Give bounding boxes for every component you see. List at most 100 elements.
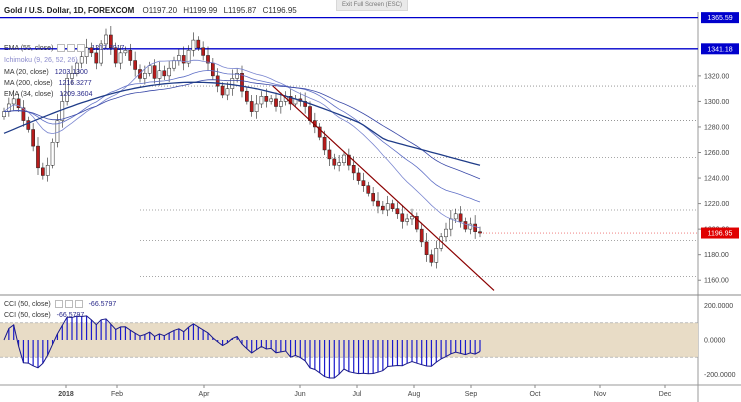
legend-ma20[interactable]: MA (20, close) 1203.1300 <box>4 68 88 77</box>
time-tick-label: Feb <box>111 391 123 398</box>
settings-icon[interactable] <box>64 300 73 309</box>
candle-body <box>211 62 215 77</box>
candle-body <box>376 200 380 207</box>
candle-body <box>123 50 128 54</box>
close-icon[interactable] <box>77 44 86 53</box>
price-tick-label: 1220.00 <box>704 201 729 208</box>
candle-body <box>453 213 458 220</box>
candle-body <box>21 107 26 121</box>
candle-body <box>424 241 429 255</box>
legend-value: 1209.3604 <box>59 91 93 98</box>
candle-body <box>356 172 361 181</box>
candle-body <box>269 98 273 102</box>
candle-body <box>351 165 356 174</box>
candle-body <box>196 39 201 49</box>
candle-body <box>79 56 84 64</box>
candle-body <box>147 65 152 74</box>
candle-body <box>143 73 147 79</box>
candle-body <box>254 103 259 112</box>
candle-body <box>45 165 50 176</box>
candle-body <box>113 47 118 64</box>
candle-body <box>201 47 205 56</box>
candle-body <box>419 228 424 243</box>
candle-body <box>26 120 31 130</box>
candle-body <box>332 158 337 166</box>
ema55-line <box>3 79 481 180</box>
candle-body <box>220 85 225 96</box>
settings-icon[interactable] <box>67 44 76 53</box>
candle-body <box>172 60 176 69</box>
candle-body <box>264 96 269 102</box>
candle-body <box>322 136 327 151</box>
cci-tick-label: 200.0000 <box>704 303 733 310</box>
candle-body <box>400 213 405 222</box>
legend-label: MA (200, close) <box>4 80 53 87</box>
legend-ma200[interactable]: MA (200, close) 1216.3277 <box>4 79 92 88</box>
time-tick-label: Sep <box>465 391 478 398</box>
time-tick-label: Jun <box>294 391 305 398</box>
candle-body <box>405 218 409 222</box>
candle-body <box>235 73 239 79</box>
candle-body <box>104 34 108 45</box>
legend-ema34[interactable]: EMA (34, close) 1209.3604 <box>4 90 92 99</box>
candle-body <box>444 228 448 238</box>
close-icon[interactable] <box>74 300 83 309</box>
ohlc-high: H1199.99 <box>183 6 218 15</box>
downtrend-line <box>272 85 495 291</box>
ohlc-readout: O1197.20 H1199.99 L1195.87 C1196.95 <box>142 6 300 15</box>
resistance-price-text: 1365.59 <box>707 15 732 22</box>
legend-ema55[interactable]: EMA (55, close) 1217.3917 <box>4 44 124 53</box>
legend-label: EMA (34, close) <box>4 91 54 98</box>
candle-body <box>177 55 181 61</box>
candle-body <box>36 145 40 169</box>
legend-cci-1[interactable]: CCI (50, close) -66.5797 <box>4 300 116 309</box>
legend-cci-2[interactable]: CCI (50, close) -66.5797 <box>4 311 84 320</box>
time-tick-label: Apr <box>199 391 211 398</box>
candle-body <box>186 50 191 64</box>
resistance-price-label <box>701 12 739 24</box>
eye-icon[interactable] <box>54 300 63 309</box>
candle-body <box>16 98 21 109</box>
legend-label: Ichimoku (9, 26, 52, 26) <box>4 57 78 64</box>
candles-group <box>2 26 482 269</box>
eye-icon[interactable] <box>57 44 66 53</box>
candle-body <box>317 126 322 138</box>
candle-body <box>327 149 332 160</box>
candle-body <box>240 73 244 92</box>
candle-body <box>230 78 235 89</box>
candle-body <box>468 223 473 230</box>
legend-ichimoku[interactable]: Ichimoku (9, 26, 52, 26) <box>4 56 78 65</box>
candle-body <box>152 65 157 79</box>
ohlc-low: L1195.87 <box>223 6 257 15</box>
candle-body <box>337 162 341 166</box>
candle-body <box>11 98 16 105</box>
price-tick-label: 1320.00 <box>704 73 729 80</box>
candle-body <box>70 73 74 79</box>
resistance-price-label <box>701 43 739 55</box>
candle-body <box>89 47 94 54</box>
price-tick-label: 1160.00 <box>704 278 729 285</box>
exit-fullscreen-button[interactable]: Exit Full Screen (ESC) <box>336 0 408 11</box>
candle-body <box>308 106 312 121</box>
candle-body <box>361 180 366 186</box>
candle-body <box>473 223 477 232</box>
current-price-label <box>701 227 739 239</box>
ma20-line <box>3 59 481 229</box>
cci-tick-label: -200.0000 <box>704 372 736 379</box>
candle-body <box>118 52 123 64</box>
candle-body <box>342 154 346 163</box>
candle-body <box>162 70 167 77</box>
candle-body <box>99 43 103 64</box>
price-tick-label: 1280.00 <box>704 124 729 131</box>
candle-body <box>84 47 89 57</box>
candle-body <box>133 60 137 70</box>
legend-value: -66.5797 <box>56 312 85 319</box>
candle-body <box>41 167 45 176</box>
legend-label: CCI (50, close) <box>4 301 51 308</box>
candle-body <box>385 203 390 211</box>
candle-body <box>371 193 375 202</box>
candle-body <box>303 101 307 107</box>
price-tick-label: 1300.00 <box>704 99 729 106</box>
time-tick-label: Aug <box>408 391 421 398</box>
